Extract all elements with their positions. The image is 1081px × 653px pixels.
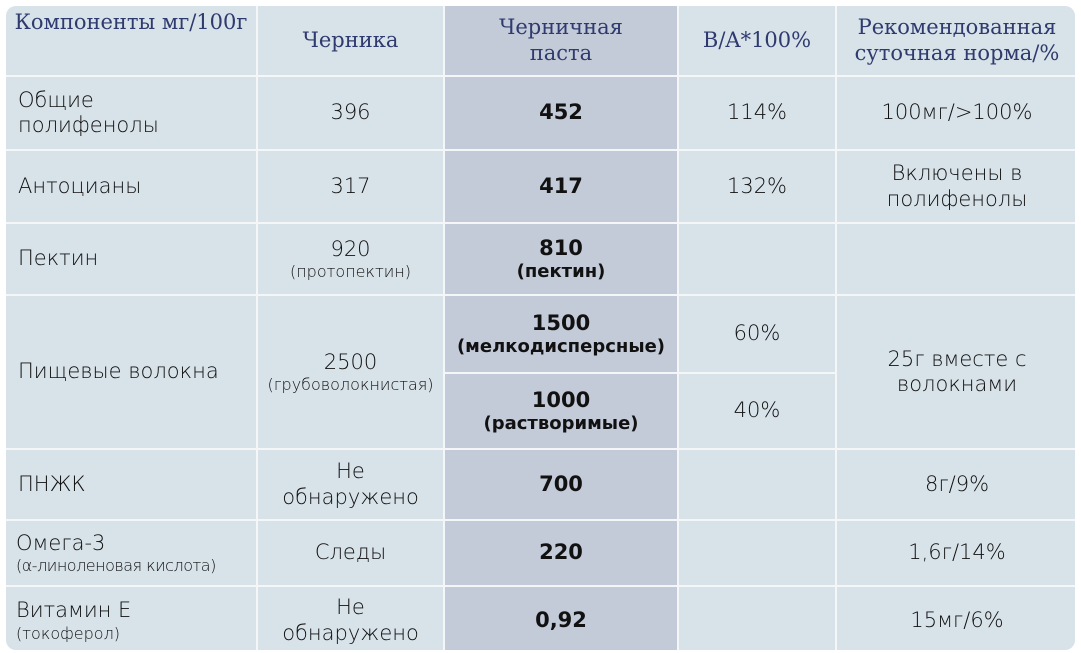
paste-value: 452 <box>445 77 677 149</box>
ratio-value <box>679 450 835 519</box>
ratio-value: 132% <box>679 151 835 222</box>
blueberry-value: 920 <box>330 236 371 261</box>
ratio-value <box>679 224 835 294</box>
blueberry-value: 2500 <box>323 349 378 374</box>
blueberry-value: Не обнаружено <box>258 450 443 519</box>
header-components: Компоненты мг/100г <box>6 6 256 75</box>
norm-value: 25г вместе с волокнами <box>837 296 1075 448</box>
header-ratio: B/A*100% <box>679 6 835 75</box>
ratio-value <box>679 521 835 585</box>
norm-value: 1,6г/14% <box>837 521 1075 585</box>
paste-cell: 1000 (растворимые) <box>445 374 677 448</box>
paste-cell: 1500 (мелкодисперсные) <box>445 296 677 372</box>
norm-value <box>837 224 1075 294</box>
paste-note: (растворимые) <box>483 412 639 434</box>
paste-value: 1000 <box>531 387 591 412</box>
header-paste: Черничная паста <box>445 6 677 75</box>
paste-note: (мелкодисперсные) <box>456 335 666 357</box>
paste-value: 810 <box>539 235 583 260</box>
paste-value: 700 <box>445 450 677 519</box>
header-norm: Рекомендованная суточная норма/% <box>837 6 1075 75</box>
blueberry-cell: 920 (протопектин) <box>258 224 443 294</box>
row-name: Общие полифенолы <box>6 77 256 149</box>
blueberry-value: Следы <box>258 521 443 585</box>
row-name: Пектин <box>6 224 256 294</box>
ratio-value: 114% <box>679 77 835 149</box>
ratio-value: 60% <box>679 296 835 372</box>
blueberry-note: (протопектин) <box>289 262 412 281</box>
norm-value: Включены в полифенолы <box>837 151 1075 222</box>
paste-cell: 810 (пектин) <box>445 224 677 294</box>
header-blueberry: Черника <box>258 6 443 75</box>
row-name: Пищевые волокна <box>6 296 256 448</box>
row-name: Витамин E <box>16 598 132 623</box>
row-name-note: (α-линоленовая кислота) <box>16 556 216 575</box>
row-name: Омега-3 <box>16 530 106 555</box>
row-name-cell: Витамин E (токоферол) <box>6 587 256 650</box>
norm-value: 15мг/6% <box>837 587 1075 650</box>
norm-value: 8г/9% <box>837 450 1075 519</box>
blueberry-value: 396 <box>258 77 443 149</box>
row-name: Антоцианы <box>6 151 256 222</box>
norm-value: 100мг/>100% <box>837 77 1075 149</box>
row-name: ПНЖК <box>6 450 256 519</box>
paste-value: 220 <box>445 521 677 585</box>
paste-value: 417 <box>445 151 677 222</box>
paste-note: (пектин) <box>516 260 606 282</box>
paste-value: 0,92 <box>445 587 677 650</box>
blueberry-cell: 2500 (грубоволокнистая) <box>258 296 443 448</box>
paste-value: 1500 <box>531 310 591 335</box>
ratio-value: 40% <box>679 374 835 448</box>
blueberry-value: Не обнаружено <box>258 587 443 650</box>
nutrition-comparison-table: Компоненты мг/100г Черника Черничная пас… <box>6 6 1075 650</box>
row-name-cell: Омега-3 (α-линоленовая кислота) <box>6 521 256 585</box>
row-name-note: (токоферол) <box>16 623 121 643</box>
blueberry-note: (грубоволокнистая) <box>267 375 434 394</box>
blueberry-value: 317 <box>258 151 443 222</box>
ratio-value <box>679 587 835 650</box>
